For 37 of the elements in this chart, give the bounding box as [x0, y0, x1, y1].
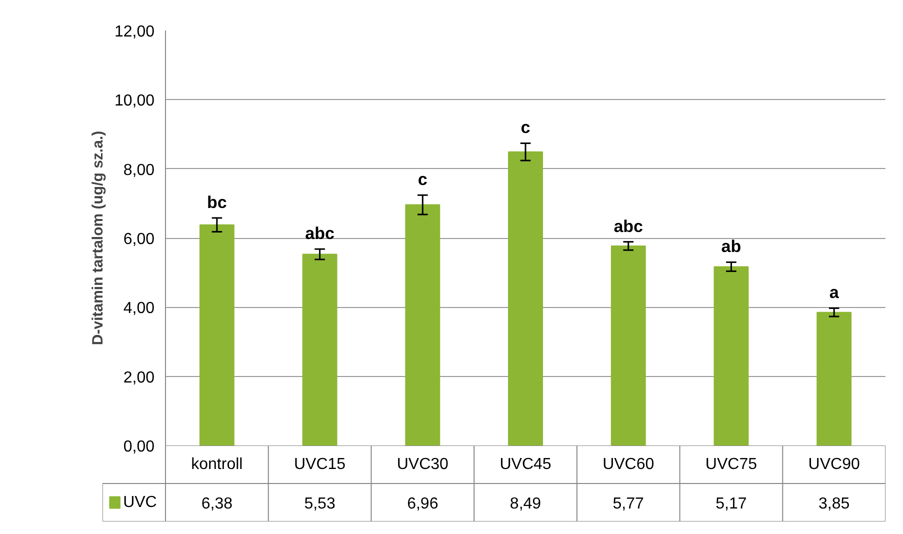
data-label: 3,85 — [818, 496, 850, 512]
y-tick-label: 10,00 — [114, 92, 155, 110]
bar — [610, 245, 646, 446]
bar — [714, 266, 749, 446]
annotation: c — [520, 118, 530, 138]
y-tick-label: 2,00 — [123, 369, 155, 386]
data-label: 5,77 — [612, 496, 644, 512]
y-axis-title: D-vitamin tartalom (ug/g sz.a.) — [89, 130, 106, 346]
x-tick-label: UVC75 — [705, 456, 758, 473]
x-tick-label: UVC30 — [396, 456, 449, 473]
bar — [405, 204, 440, 446]
x-tick-label: UVC90 — [808, 456, 860, 473]
data-label: 5,17 — [716, 496, 747, 512]
x-tick-label: UVC45 — [500, 456, 552, 473]
data-label: 8,49 — [510, 496, 542, 512]
y-tick-label: 0,00 — [123, 438, 155, 456]
y-tick-label: 12,00 — [114, 24, 155, 40]
bar — [302, 254, 338, 446]
bar — [816, 312, 852, 446]
y-tick-label: 6,00 — [123, 231, 155, 248]
annotation: abc — [305, 224, 334, 244]
annotation: ab — [721, 237, 742, 256]
bar — [508, 151, 543, 446]
data-label: 6,96 — [407, 496, 438, 512]
annotation: bc — [207, 192, 227, 212]
data-label: 6,38 — [201, 496, 233, 512]
x-tick-label: UVC15 — [294, 456, 346, 473]
annotation: c — [418, 170, 428, 190]
annotation: abc — [614, 216, 644, 236]
x-tick-label: kontroll — [191, 456, 243, 473]
annotation: a — [829, 283, 840, 302]
legend-label: UVC — [123, 494, 157, 511]
bar — [199, 224, 234, 446]
y-tick-label: 4,00 — [123, 300, 155, 318]
data-label: 5,53 — [304, 496, 336, 512]
x-tick-label: UVC60 — [602, 456, 654, 473]
y-tick-label: 8,00 — [123, 162, 155, 179]
